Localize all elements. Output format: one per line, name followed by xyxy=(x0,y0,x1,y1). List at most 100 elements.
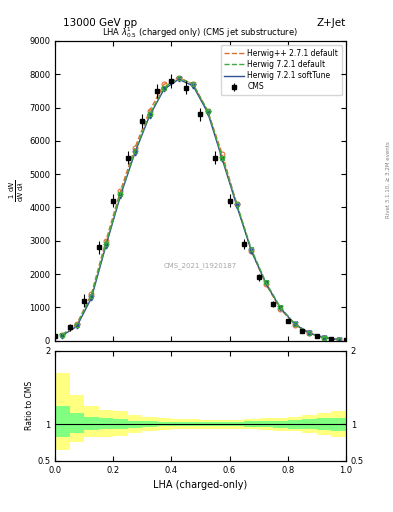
Herwig 7.2.1 softTune xyxy=(118,193,123,199)
Herwig 7.2.1 softTune xyxy=(176,76,181,82)
Title: LHA $\lambda^{1}_{0.5}$ (charged only) (CMS jet substructure): LHA $\lambda^{1}_{0.5}$ (charged only) (… xyxy=(103,25,298,40)
Herwig 7.2.1 default xyxy=(322,334,327,340)
Herwig++ 2.7.1 default xyxy=(263,281,268,287)
Herwig 7.2.1 softTune xyxy=(336,336,341,343)
Bar xyxy=(171,419,186,429)
Herwig 7.2.1 softTune xyxy=(206,110,210,116)
Bar xyxy=(55,406,70,437)
Herwig 7.2.1 default xyxy=(234,201,239,207)
Bar xyxy=(113,419,128,429)
Bar xyxy=(128,415,142,433)
Bar xyxy=(186,422,200,426)
Bar xyxy=(273,420,288,428)
Herwig 7.2.1 softTune xyxy=(220,156,225,162)
Bar xyxy=(84,417,99,430)
Herwig++ 2.7.1 default xyxy=(307,330,312,336)
Herwig 7.2.1 default xyxy=(118,191,123,197)
Bar xyxy=(113,411,128,436)
Bar xyxy=(259,418,273,430)
Bar xyxy=(244,419,259,429)
Bar xyxy=(186,419,200,429)
Line: Herwig 7.2.1 default: Herwig 7.2.1 default xyxy=(62,78,338,339)
Herwig 7.2.1 default xyxy=(176,75,181,81)
Bar xyxy=(128,420,142,428)
Line: Herwig++ 2.7.1 default: Herwig++ 2.7.1 default xyxy=(62,78,338,339)
Herwig 7.2.1 softTune xyxy=(307,330,312,336)
Bar xyxy=(230,422,244,426)
Herwig 7.2.1 default xyxy=(220,155,225,161)
Text: Z+Jet: Z+Jet xyxy=(317,18,346,28)
Herwig 7.2.1 softTune xyxy=(104,243,108,249)
Line: Herwig 7.2.1 softTune: Herwig 7.2.1 softTune xyxy=(62,79,338,339)
Herwig++ 2.7.1 default xyxy=(60,332,64,338)
Herwig 7.2.1 softTune xyxy=(89,295,94,301)
Herwig 7.2.1 default xyxy=(60,332,64,338)
Bar xyxy=(302,419,317,429)
Herwig++ 2.7.1 default xyxy=(133,144,138,151)
Herwig++ 2.7.1 default xyxy=(162,81,167,88)
Herwig 7.2.1 softTune xyxy=(322,334,327,340)
Bar xyxy=(84,406,99,437)
Herwig++ 2.7.1 default xyxy=(249,248,254,254)
Legend: Herwig++ 2.7.1 default, Herwig 7.2.1 default, Herwig 7.2.1 softTune, CMS: Herwig++ 2.7.1 default, Herwig 7.2.1 def… xyxy=(220,45,342,95)
Herwig 7.2.1 default xyxy=(336,336,341,343)
Herwig 7.2.1 default xyxy=(75,322,79,328)
Herwig 7.2.1 softTune xyxy=(234,203,239,209)
Bar xyxy=(142,417,157,432)
Herwig 7.2.1 softTune xyxy=(162,86,167,92)
Herwig++ 2.7.1 default xyxy=(75,321,79,327)
Bar xyxy=(99,418,113,429)
Herwig 7.2.1 softTune xyxy=(191,83,196,89)
Bar xyxy=(215,422,230,426)
Herwig 7.2.1 default xyxy=(278,304,283,310)
Bar xyxy=(302,415,317,433)
Bar xyxy=(215,420,230,429)
Herwig++ 2.7.1 default xyxy=(118,188,123,194)
Herwig 7.2.1 softTune xyxy=(133,150,138,156)
Y-axis label: Ratio to CMS: Ratio to CMS xyxy=(25,381,34,431)
Bar xyxy=(288,417,302,432)
Herwig 7.2.1 default xyxy=(133,148,138,154)
Herwig++ 2.7.1 default xyxy=(147,108,152,114)
Bar xyxy=(273,418,288,431)
Bar xyxy=(157,422,171,426)
Herwig 7.2.1 softTune xyxy=(278,305,283,311)
Herwig++ 2.7.1 default xyxy=(292,322,297,328)
Bar xyxy=(142,421,157,427)
Herwig 7.2.1 softTune xyxy=(147,113,152,119)
Herwig 7.2.1 default xyxy=(147,111,152,117)
Bar xyxy=(288,420,302,429)
Herwig++ 2.7.1 default xyxy=(278,306,283,312)
Herwig++ 2.7.1 default xyxy=(176,75,181,81)
Herwig 7.2.1 default xyxy=(249,246,254,252)
Herwig 7.2.1 default xyxy=(191,81,196,88)
Y-axis label: $\frac{1}{\mathrm{d}N} \frac{\mathrm{d}N}{\mathrm{d}\lambda}$: $\frac{1}{\mathrm{d}N} \frac{\mathrm{d}N… xyxy=(8,180,26,202)
Herwig++ 2.7.1 default xyxy=(220,151,225,157)
Herwig 7.2.1 softTune xyxy=(249,248,254,254)
Bar xyxy=(317,413,331,435)
Text: 13000 GeV pp: 13000 GeV pp xyxy=(63,18,137,28)
Herwig++ 2.7.1 default xyxy=(206,108,210,114)
Herwig 7.2.1 default xyxy=(104,241,108,247)
Herwig 7.2.1 default xyxy=(206,108,210,114)
Bar xyxy=(157,418,171,430)
Herwig 7.2.1 default xyxy=(307,330,312,336)
Herwig++ 2.7.1 default xyxy=(89,291,94,297)
Herwig++ 2.7.1 default xyxy=(191,81,196,88)
Bar xyxy=(244,421,259,427)
Text: Rivet 3.1.10, ≥ 3.2M events: Rivet 3.1.10, ≥ 3.2M events xyxy=(386,141,391,218)
Bar xyxy=(200,420,215,429)
Herwig++ 2.7.1 default xyxy=(322,335,327,341)
Bar xyxy=(99,410,113,437)
Herwig 7.2.1 default xyxy=(89,293,94,299)
Herwig 7.2.1 softTune xyxy=(75,323,79,329)
Bar xyxy=(55,373,70,450)
Bar xyxy=(331,411,346,437)
Herwig++ 2.7.1 default xyxy=(336,336,341,343)
Herwig 7.2.1 softTune xyxy=(292,321,297,327)
X-axis label: LHA (charged-only): LHA (charged-only) xyxy=(153,480,248,490)
Bar xyxy=(230,420,244,429)
Bar xyxy=(70,413,84,433)
Herwig++ 2.7.1 default xyxy=(234,201,239,207)
Herwig 7.2.1 default xyxy=(263,280,268,286)
